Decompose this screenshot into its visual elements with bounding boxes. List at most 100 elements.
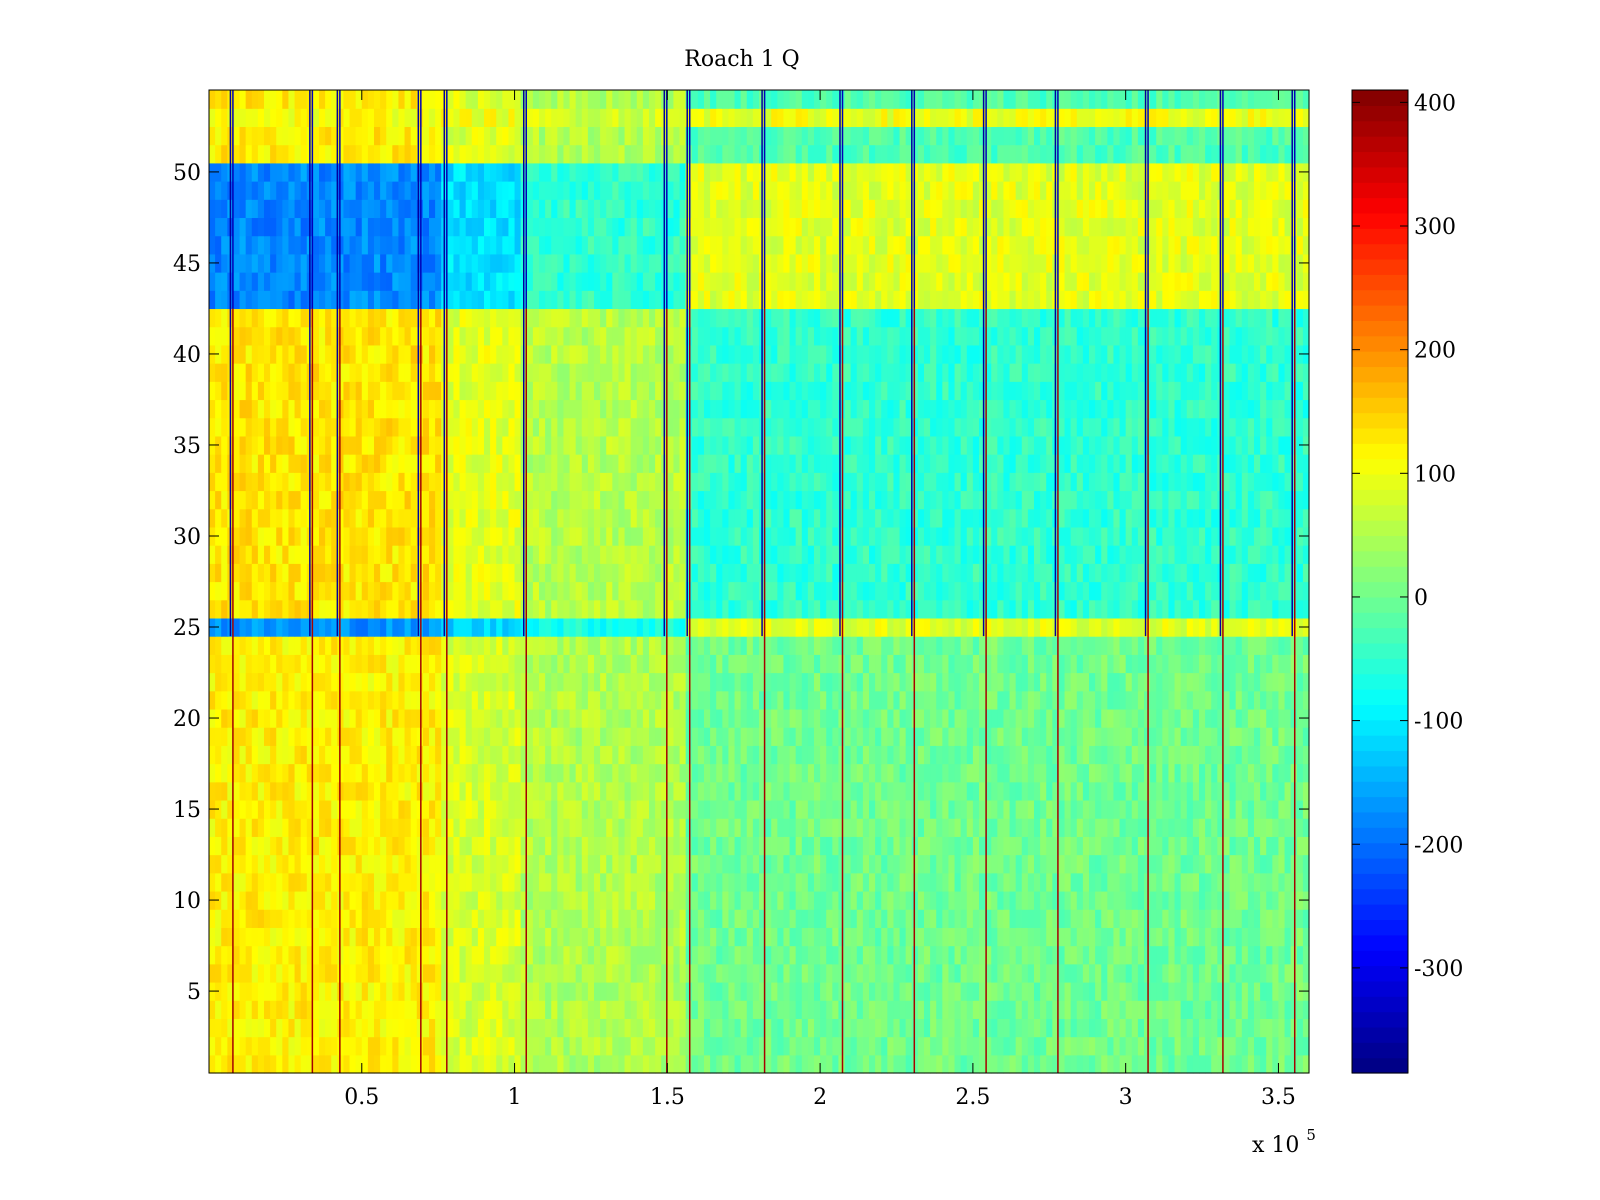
- heatmap-cell: [331, 981, 338, 1001]
- heatmap-cell: [1266, 1054, 1273, 1074]
- heatmap-cell: [508, 1036, 516, 1056]
- heatmap-cell: [636, 890, 644, 910]
- heatmap-cell: [1064, 836, 1072, 856]
- heatmap-cell: [422, 890, 430, 910]
- heatmap-cell: [490, 1000, 497, 1019]
- heatmap-cell: [826, 636, 833, 655]
- heatmap-cell: [410, 818, 418, 837]
- heatmap-cell: [728, 727, 736, 746]
- heatmap-cell: [575, 945, 583, 965]
- heatmap-cell: [587, 1054, 595, 1074]
- heatmap-cell: [710, 909, 717, 928]
- heatmap-cell: [624, 599, 632, 619]
- heatmap-cell: [1247, 708, 1255, 728]
- heatmap-cell: [862, 1054, 870, 1074]
- heatmap-cell: [477, 563, 485, 583]
- heatmap-cell: [1284, 1054, 1292, 1074]
- heatmap-cell: [1241, 799, 1249, 819]
- heatmap-cell: [783, 654, 791, 674]
- heatmap-cell: [966, 563, 974, 583]
- heatmap-cell: [930, 727, 937, 746]
- heatmap-cell: [636, 799, 644, 819]
- heatmap-cell: [1180, 763, 1188, 783]
- heatmap-cell: [367, 581, 375, 601]
- heatmap-cell: [771, 1054, 778, 1074]
- heatmap-cell: [581, 854, 589, 874]
- heatmap-cell: [972, 672, 980, 692]
- heatmap-cell: [1199, 963, 1206, 983]
- heatmap-cell: [349, 909, 357, 928]
- heatmap-cell: [728, 781, 736, 801]
- heatmap-cell: [1223, 781, 1231, 801]
- heatmap-cell: [924, 708, 931, 728]
- heatmap-cell: [490, 872, 497, 892]
- heatmap-cell: [893, 708, 901, 728]
- heatmap-cell: [636, 581, 644, 601]
- heatmap-cell: [991, 1036, 998, 1056]
- heatmap-cell: [777, 781, 785, 801]
- heatmap-cell: [630, 781, 638, 801]
- heatmap-cell: [1241, 818, 1249, 837]
- heatmap-cell: [789, 981, 797, 1001]
- heatmap-cell: [563, 981, 571, 1001]
- heatmap-cell: [1192, 909, 1200, 928]
- heatmap-cell: [288, 617, 296, 637]
- heatmap-cell: [1003, 727, 1011, 746]
- heatmap-cell: [1150, 654, 1157, 674]
- heatmap-cell: [667, 672, 675, 692]
- heatmap-cell: [991, 745, 998, 765]
- heatmap-cell: [820, 617, 827, 637]
- heatmap-cell: [1229, 854, 1237, 874]
- heatmap-cell: [502, 945, 510, 965]
- heatmap-cell: [862, 636, 870, 655]
- heatmap-cell: [630, 872, 638, 892]
- heatmap-cell: [563, 636, 571, 655]
- heatmap-cell: [985, 690, 992, 710]
- heatmap-cell: [1009, 763, 1017, 783]
- heatmap-cell: [924, 672, 931, 692]
- heatmap-cell: [239, 890, 247, 910]
- heatmap-cell: [441, 818, 448, 837]
- heatmap-cell: [251, 781, 259, 801]
- heatmap-cell: [276, 872, 283, 892]
- heatmap-cell: [594, 1036, 601, 1056]
- heatmap-cell: [1119, 745, 1127, 765]
- heatmap-cell: [820, 890, 827, 910]
- heatmap-cell: [471, 617, 479, 637]
- heatmap-cell: [752, 727, 760, 746]
- heatmap-cell: [1034, 890, 1041, 910]
- heatmap-cell: [728, 654, 736, 674]
- heatmap-cell: [826, 927, 833, 947]
- heatmap-cell: [435, 909, 442, 928]
- heatmap-cell: [826, 1054, 833, 1074]
- heatmap-cell: [771, 690, 778, 710]
- heatmap-cell: [276, 799, 283, 819]
- heatmap-cell: [893, 763, 901, 783]
- heatmap-cell: [575, 1000, 583, 1019]
- heatmap-cell: [746, 781, 754, 801]
- heatmap-cell: [429, 781, 436, 801]
- heatmap-cell: [1070, 854, 1078, 874]
- heatmap-cell: [404, 854, 412, 874]
- heatmap-cell: [771, 981, 778, 1001]
- heatmap-cell: [539, 981, 546, 1001]
- heatmap-cell: [508, 654, 516, 674]
- heatmap-cell: [1107, 854, 1115, 874]
- heatmap-cell: [1223, 945, 1231, 965]
- heatmap-cell: [649, 563, 656, 583]
- heatmap-cell: [410, 799, 418, 819]
- heatmap-cell: [526, 563, 534, 583]
- heatmap-cell: [1046, 854, 1053, 874]
- heatmap-cell: [1180, 781, 1188, 801]
- heatmap-cell: [526, 945, 534, 965]
- heatmap-cell: [844, 672, 852, 692]
- heatmap-cell: [734, 1000, 742, 1019]
- heatmap-cell: [337, 818, 345, 837]
- heatmap-cell: [972, 763, 980, 783]
- heatmap-cell: [1278, 636, 1286, 655]
- heatmap-cell: [881, 654, 888, 674]
- heatmap-cell: [911, 727, 919, 746]
- heatmap-cell: [221, 854, 228, 874]
- heatmap-cell: [429, 617, 436, 637]
- heatmap-cell: [404, 909, 412, 928]
